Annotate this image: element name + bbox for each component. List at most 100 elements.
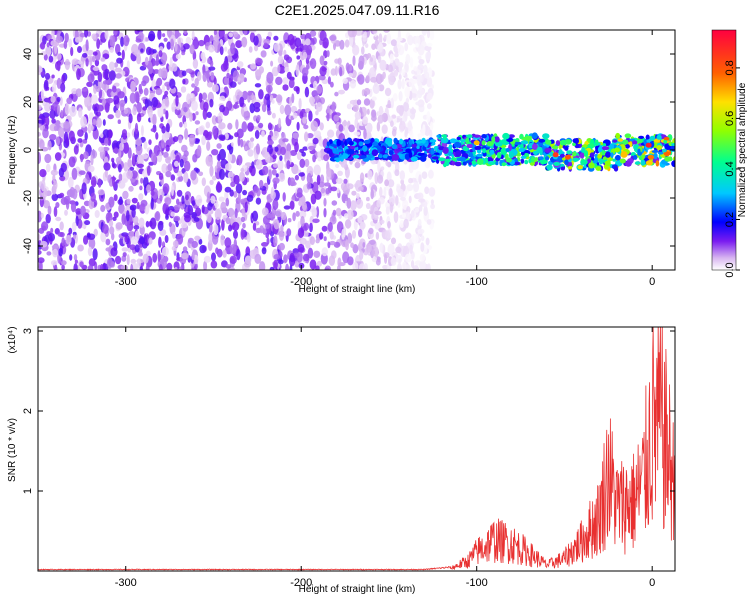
- heatmap-cell: [287, 218, 292, 223]
- heatmap-cell: [417, 55, 422, 61]
- heatmap-cell: [296, 251, 303, 263]
- y-tick-label: 20: [22, 96, 34, 108]
- heatmap-cell: [121, 129, 128, 137]
- heatmap-cell: [131, 197, 138, 204]
- heatmap-cell: [170, 211, 175, 217]
- heatmap-cell: [185, 68, 193, 74]
- heatmap-cell: [109, 226, 115, 235]
- heatmap-cell: [373, 156, 380, 161]
- heatmap-cell: [306, 181, 311, 190]
- heatmap-cell: [399, 138, 404, 145]
- heatmap-cell: [191, 30, 195, 40]
- heatmap-cell: [384, 179, 389, 187]
- heatmap-cell: [186, 93, 191, 105]
- heatmap-cell: [316, 85, 323, 94]
- heatmap-cell: [152, 113, 157, 126]
- heatmap-cell: [321, 247, 328, 257]
- heatmap-cell: [340, 182, 348, 191]
- heatmap-cell: [108, 129, 113, 139]
- heatmap-cell: [120, 265, 129, 270]
- heatmap-cell: [153, 145, 160, 157]
- heatmap-cell: [170, 38, 175, 51]
- heatmap-cell: [637, 148, 641, 154]
- heatmap-cell: [308, 145, 316, 150]
- heatmap-cell: [79, 261, 84, 268]
- heatmap-cell: [201, 177, 206, 187]
- heatmap-cell: [239, 171, 245, 182]
- heatmap-cell: [583, 150, 589, 157]
- heatmap-cell: [620, 151, 628, 158]
- heatmap-cell: [82, 53, 88, 58]
- heatmap-cell: [466, 134, 473, 139]
- heatmap-cell: [130, 80, 136, 93]
- heatmap-cell: [240, 138, 244, 148]
- heatmap-cell: [376, 121, 381, 132]
- colorbar: [711, 29, 737, 271]
- heatmap-cell: [431, 156, 439, 160]
- heatmap-cell: [141, 80, 147, 87]
- heatmap-cell: [195, 194, 203, 207]
- heatmap-cell: [387, 243, 395, 256]
- heatmap-cell: [346, 103, 352, 110]
- heatmap-cell: [223, 76, 230, 86]
- heatmap-cell: [178, 135, 183, 144]
- heatmap-cell: [191, 252, 195, 261]
- heatmap-cell: [333, 42, 336, 51]
- heatmap-cell: [595, 166, 602, 171]
- heatmap-cell: [163, 37, 168, 42]
- heatmap-cell: [46, 49, 52, 55]
- heatmap-cell: [240, 167, 245, 173]
- heatmap-cell: [377, 160, 381, 173]
- heatmap-cell: [377, 114, 384, 124]
- heatmap-cell: [279, 155, 283, 162]
- heatmap-cell: [385, 160, 389, 167]
- heatmap-cell: [225, 163, 232, 171]
- heatmap-cell: [271, 168, 277, 176]
- heatmap-cell: [312, 137, 319, 145]
- heatmap-cell: [398, 107, 404, 117]
- heatmap-cell: [119, 99, 126, 108]
- heatmap-cell: [118, 180, 126, 189]
- heatmap-cell: [38, 249, 42, 255]
- heatmap-cell: [254, 221, 260, 226]
- heatmap-cell: [371, 149, 379, 157]
- heatmap-cell: [344, 213, 349, 219]
- heatmap-cell: [241, 121, 248, 133]
- heatmap-cell: [449, 138, 457, 144]
- heatmap-cell: [309, 259, 317, 270]
- heatmap-cell: [328, 255, 336, 266]
- heatmap-cell: [319, 30, 327, 42]
- heatmap-hotspot: [564, 154, 571, 160]
- heatmap-cell: [366, 53, 372, 59]
- heatmap-cell: [404, 42, 409, 52]
- heatmap-cell: [261, 130, 265, 138]
- heatmap-cell: [344, 39, 350, 48]
- heatmap-cell: [368, 227, 374, 235]
- heatmap-cell: [662, 148, 667, 153]
- heatmap-cell: [426, 78, 432, 87]
- heatmap-cell: [407, 35, 414, 46]
- heatmap-cell: [255, 159, 263, 170]
- heatmap-cell: [73, 234, 77, 240]
- heatmap-cell: [298, 98, 302, 110]
- heatmap-cell: [534, 157, 539, 161]
- heatmap-cell: [51, 74, 55, 79]
- heatmap-cell: [161, 103, 165, 108]
- heatmap-cell: [91, 33, 97, 40]
- heatmap-cell: [598, 158, 604, 165]
- heatmap-cell: [190, 170, 197, 181]
- heatmap-cell: [508, 134, 515, 139]
- heatmap-cell: [87, 165, 95, 173]
- heatmap-cell: [52, 102, 59, 111]
- heatmap-cell: [41, 51, 47, 56]
- heatmap-cell: [138, 83, 142, 93]
- heatmap-cell: [420, 128, 426, 136]
- heatmap-cell: [375, 231, 380, 240]
- heatmap-cell: [164, 90, 169, 96]
- heatmap-cell: [181, 222, 188, 229]
- heatmap-cell: [429, 121, 434, 131]
- heatmap-cell: [444, 158, 451, 163]
- heatmap-cell: [410, 260, 415, 269]
- heatmap-cell: [80, 116, 87, 128]
- heatmap-cell: [130, 236, 139, 245]
